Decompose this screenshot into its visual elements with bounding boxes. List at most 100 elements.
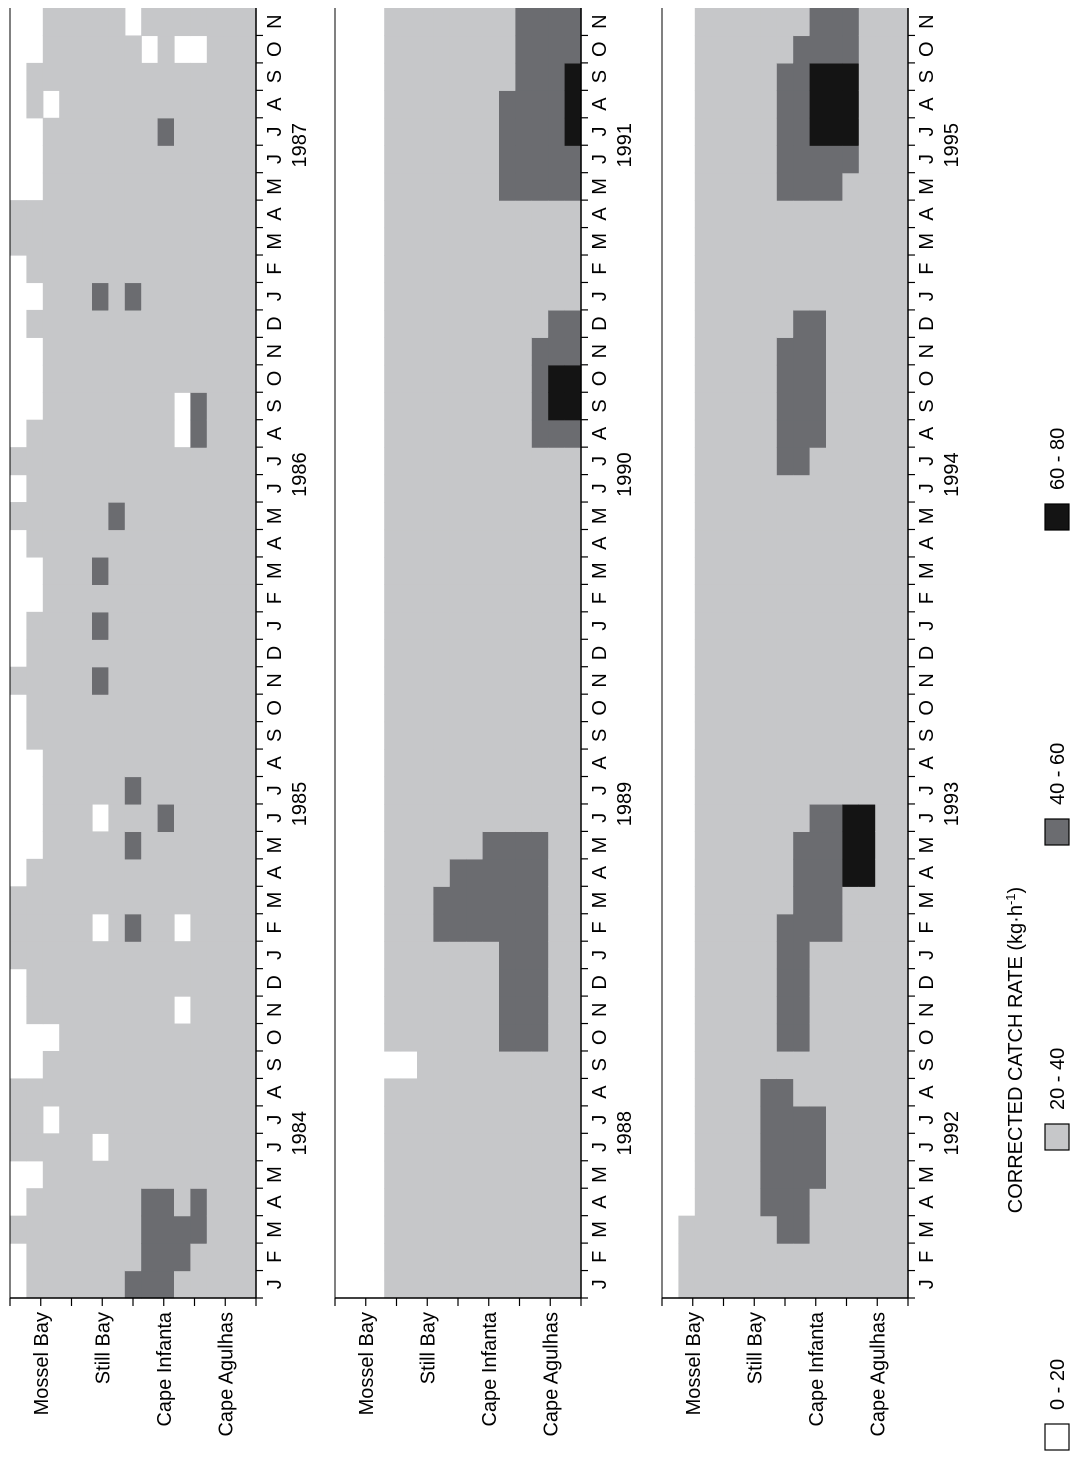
heatmap-cell — [92, 776, 109, 805]
heatmap-cell — [417, 255, 434, 284]
heatmap-cell — [141, 1215, 159, 1244]
heatmap-cell — [239, 1160, 257, 1189]
month-label: O — [264, 1030, 286, 1046]
heatmap-cell — [694, 200, 712, 229]
heatmap-cell — [108, 831, 126, 860]
heatmap-cell — [239, 364, 257, 393]
heatmap-cell — [694, 1270, 712, 1299]
heatmap-cell — [417, 309, 434, 338]
heatmap-cell — [124, 502, 142, 531]
heatmap-cell — [174, 364, 191, 393]
heatmap-cell — [694, 1133, 712, 1162]
heatmap-cell — [760, 1105, 778, 1134]
heatmap-cell — [466, 1050, 484, 1080]
heatmap-cell — [26, 502, 44, 531]
heatmap-cell — [531, 117, 549, 146]
heatmap-cell — [776, 337, 794, 366]
heatmap-cell — [564, 556, 582, 585]
month-label: A — [264, 1085, 286, 1099]
heatmap-cell — [564, 803, 582, 833]
heatmap-cell — [482, 721, 500, 750]
heatmap-cell — [157, 749, 175, 778]
heatmap-cell — [206, 200, 224, 229]
heatmap-cell — [891, 831, 909, 860]
heatmap-cell — [400, 611, 418, 640]
heatmap-cell — [482, 309, 500, 338]
heatmap-cell — [223, 1215, 241, 1244]
heatmap-cell — [858, 666, 876, 695]
heatmap-cell — [124, 309, 142, 338]
heatmap-cell — [59, 1105, 77, 1134]
heatmap-cell — [531, 1215, 549, 1244]
heatmap-cell — [157, 90, 175, 119]
heatmap-cell — [891, 584, 909, 613]
heatmap-cell — [174, 227, 191, 256]
heatmap-cell — [75, 913, 93, 942]
heatmap-cell — [515, 392, 533, 421]
heatmap-cell — [400, 419, 418, 448]
heatmap-cell — [400, 282, 418, 311]
heatmap-cell — [711, 337, 729, 366]
heatmap-cell — [26, 529, 44, 558]
heatmap-cell — [223, 721, 241, 750]
heatmap-cell — [760, 721, 778, 750]
heatmap-cell — [809, 1243, 827, 1272]
heatmap-cell — [417, 419, 434, 448]
heatmap-cell — [793, 913, 811, 942]
heatmap-cell — [482, 996, 500, 1025]
heatmap-cell — [694, 721, 712, 750]
month-label: M — [589, 892, 611, 909]
heatmap-cell — [124, 694, 142, 723]
month-label: J — [264, 1115, 286, 1125]
heatmap-cell — [760, 913, 778, 942]
heatmap-cell — [124, 1023, 142, 1052]
heatmap-cell — [875, 145, 893, 174]
heatmap-cell — [417, 639, 434, 668]
heatmap-cell — [239, 694, 257, 723]
heatmap-cell — [891, 200, 909, 229]
heatmap-cell — [141, 886, 159, 915]
heatmap-cell — [531, 584, 549, 613]
heatmap-cell — [433, 1215, 451, 1244]
heatmap-cell — [124, 1133, 142, 1162]
heatmap-cell — [499, 172, 516, 201]
heatmap-cell — [842, 1243, 860, 1272]
heatmap-cell — [776, 227, 794, 256]
heatmap-cell — [826, 337, 843, 366]
heatmap-cell — [157, 145, 175, 174]
heatmap-cell — [531, 529, 549, 558]
heatmap-cell — [891, 529, 909, 558]
heatmap-cell — [417, 90, 434, 119]
heatmap-cell — [75, 62, 93, 91]
heatmap-cell — [842, 337, 860, 366]
heatmap-cell — [891, 145, 909, 174]
heatmap-cell — [776, 392, 794, 421]
heatmap-cell — [760, 886, 778, 915]
heatmap-cell — [417, 556, 434, 585]
heatmap-cell — [92, 1023, 109, 1052]
heatmap-cell — [858, 309, 876, 338]
heatmap-cell — [433, 639, 451, 668]
heatmap-cell — [223, 776, 241, 805]
heatmap-cell — [157, 611, 175, 640]
heatmap-cell — [174, 117, 191, 146]
heatmap-cell — [59, 611, 77, 640]
month-label: M — [589, 1221, 611, 1238]
heatmap-cell — [384, 611, 402, 640]
heatmap-cell — [157, 117, 175, 146]
heatmap-cell — [776, 1270, 794, 1299]
heatmap-cell — [727, 200, 745, 229]
heatmap-cell — [809, 968, 827, 997]
heatmap-cell — [727, 721, 745, 750]
month-label: J — [264, 950, 286, 960]
heatmap-cell — [826, 1160, 843, 1189]
heatmap-cell — [499, 364, 516, 393]
heatmap-cell — [157, 364, 175, 393]
heatmap-cell — [223, 419, 241, 448]
month-label: O — [589, 371, 611, 387]
heatmap-cell — [206, 968, 224, 997]
heatmap-cell — [26, 1105, 44, 1134]
heatmap-cell — [711, 1105, 729, 1134]
heatmap-cell — [141, 666, 159, 695]
heatmap-cell — [75, 556, 93, 585]
